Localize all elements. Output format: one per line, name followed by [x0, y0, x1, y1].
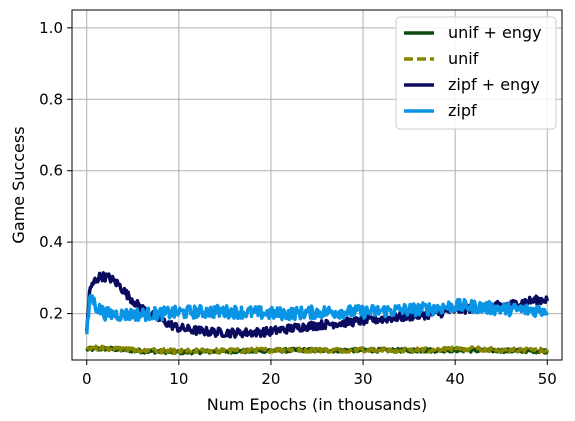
x-tick-label: 40	[446, 370, 465, 388]
x-tick-label: 30	[354, 370, 373, 388]
legend-label: zipf + engy	[448, 75, 540, 94]
series-lines	[84, 271, 549, 356]
x-tick-label: 10	[169, 370, 188, 388]
x-tick-label: 50	[538, 370, 557, 388]
y-tick-label: 0.8	[39, 90, 63, 108]
series-line-1	[85, 343, 549, 356]
y-tick-label: 0.2	[39, 305, 63, 323]
y-axis-label: Game Success	[9, 126, 28, 243]
y-tick-label: 1.0	[39, 19, 63, 37]
y-tick-label: 0.6	[39, 162, 63, 180]
y-tick-label: 0.4	[39, 233, 63, 251]
x-tick-label: 0	[82, 370, 92, 388]
x-tick-label: 20	[261, 370, 280, 388]
legend-label: unif + engy	[448, 23, 542, 42]
series-line-3	[84, 294, 549, 335]
x-axis-label: Num Epochs (in thousands)	[207, 395, 427, 414]
legend: unif + engy unif zipf + engy zipf	[395, 16, 557, 130]
legend-box	[395, 16, 557, 130]
legend-label: unif	[448, 49, 479, 68]
legend-label: zipf	[448, 101, 477, 120]
axis-ticks: 0 10 20 30 40 50 0.2 0.4 0.6 0.8 1.0	[39, 19, 557, 388]
plot-frame	[71, 9, 563, 361]
